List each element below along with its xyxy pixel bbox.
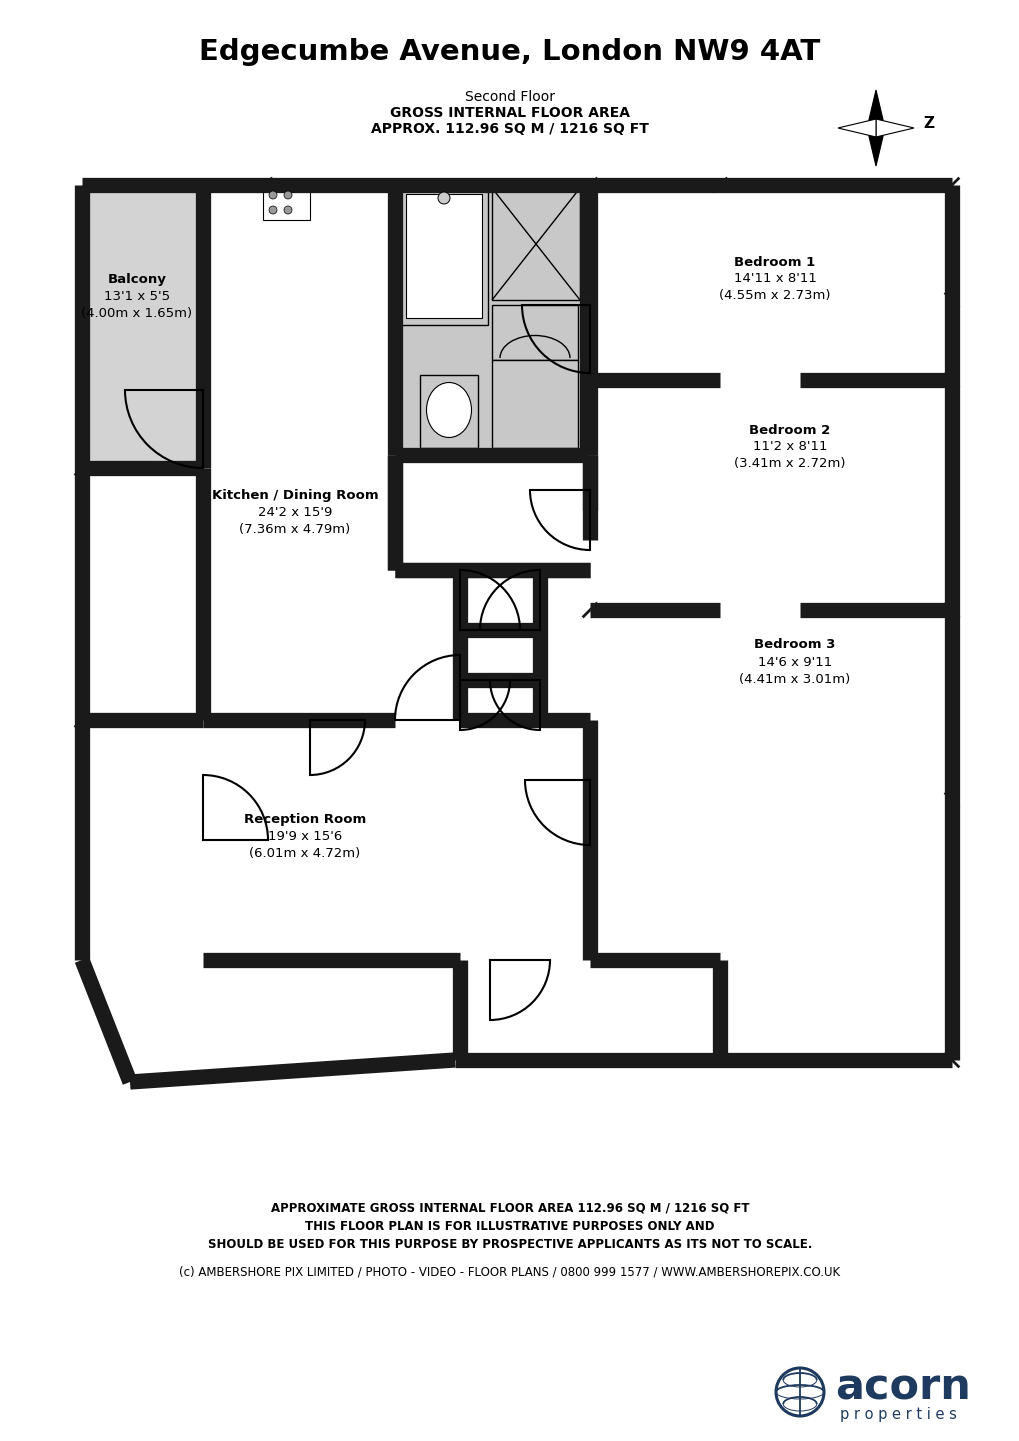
Text: SHOULD BE USED FOR THIS PURPOSE BY PROSPECTIVE APPLICANTS AS ITS NOT TO SCALE.: SHOULD BE USED FOR THIS PURPOSE BY PROSP… (208, 1238, 811, 1251)
Text: (c) AMBERSHORE PIX LIMITED / PHOTO - VIDEO - FLOOR PLANS / 0800 999 1577 / WWW.A: (c) AMBERSHORE PIX LIMITED / PHOTO - VID… (179, 1265, 840, 1278)
Bar (406, 195, 482, 318)
Text: Edgecumbe Avenue, London NW9 4AT: Edgecumbe Avenue, London NW9 4AT (199, 37, 820, 66)
Text: Bedroom 2: Bedroom 2 (749, 424, 829, 437)
Text: (4.00m x 1.65m): (4.00m x 1.65m) (82, 307, 193, 320)
Circle shape (269, 192, 277, 199)
Bar (399, 187, 487, 326)
Text: (4.41m x 3.01m): (4.41m x 3.01m) (739, 673, 850, 686)
Circle shape (283, 206, 291, 215)
Bar (420, 375, 478, 448)
Bar (263, 184, 310, 220)
Polygon shape (838, 120, 875, 137)
Polygon shape (82, 184, 203, 468)
Text: GROSS INTERNAL FLOOR AREA: GROSS INTERNAL FLOOR AREA (389, 107, 630, 120)
Text: APPROXIMATE GROSS INTERNAL FLOOR AREA 112.96 SQ M / 1216 SQ FT: APPROXIMATE GROSS INTERNAL FLOOR AREA 11… (270, 1202, 749, 1215)
Text: p r o p e r t i e s: p r o p e r t i e s (840, 1408, 956, 1422)
Polygon shape (82, 184, 951, 1082)
Polygon shape (866, 128, 884, 166)
Polygon shape (866, 89, 884, 128)
Polygon shape (875, 120, 913, 137)
Circle shape (283, 192, 291, 199)
Text: Second Floor: Second Floor (465, 89, 554, 104)
Text: (3.41m x 2.72m): (3.41m x 2.72m) (734, 457, 845, 471)
Text: Z: Z (922, 117, 933, 131)
Ellipse shape (426, 382, 471, 438)
Text: (7.36m x 4.79m): (7.36m x 4.79m) (239, 523, 351, 536)
Text: (6.01m x 4.72m): (6.01m x 4.72m) (249, 847, 361, 860)
Text: 19'9 x 15'6: 19'9 x 15'6 (268, 830, 341, 843)
Bar (491, 305, 578, 360)
Text: Reception Room: Reception Room (244, 814, 366, 827)
Text: Bedroom 3: Bedroom 3 (754, 638, 835, 651)
Text: 14'11 x 8'11: 14'11 x 8'11 (733, 272, 815, 285)
Text: THIS FLOOR PLAN IS FOR ILLUSTRATIVE PURPOSES ONLY AND: THIS FLOOR PLAN IS FOR ILLUSTRATIVE PURP… (305, 1219, 714, 1232)
Text: 24'2 x 15'9: 24'2 x 15'9 (258, 506, 332, 519)
Polygon shape (394, 455, 589, 720)
Text: 14'6 x 9'11: 14'6 x 9'11 (757, 656, 832, 669)
Text: 11'2 x 8'11: 11'2 x 8'11 (752, 441, 826, 454)
Text: 13'1 x 5'5: 13'1 x 5'5 (104, 291, 170, 304)
Circle shape (437, 192, 449, 205)
Text: Kitchen / Dining Room: Kitchen / Dining Room (212, 488, 378, 501)
Circle shape (269, 206, 277, 215)
Polygon shape (460, 571, 589, 720)
Text: (4.55m x 2.73m): (4.55m x 2.73m) (718, 290, 829, 303)
Text: Balcony: Balcony (107, 274, 166, 287)
Polygon shape (394, 184, 586, 455)
Bar (491, 360, 578, 448)
Bar (491, 187, 580, 300)
Text: acorn: acorn (835, 1366, 970, 1408)
Text: Bedroom 1: Bedroom 1 (734, 255, 815, 268)
Text: APPROX. 112.96 SQ M / 1216 SQ FT: APPROX. 112.96 SQ M / 1216 SQ FT (371, 122, 648, 135)
